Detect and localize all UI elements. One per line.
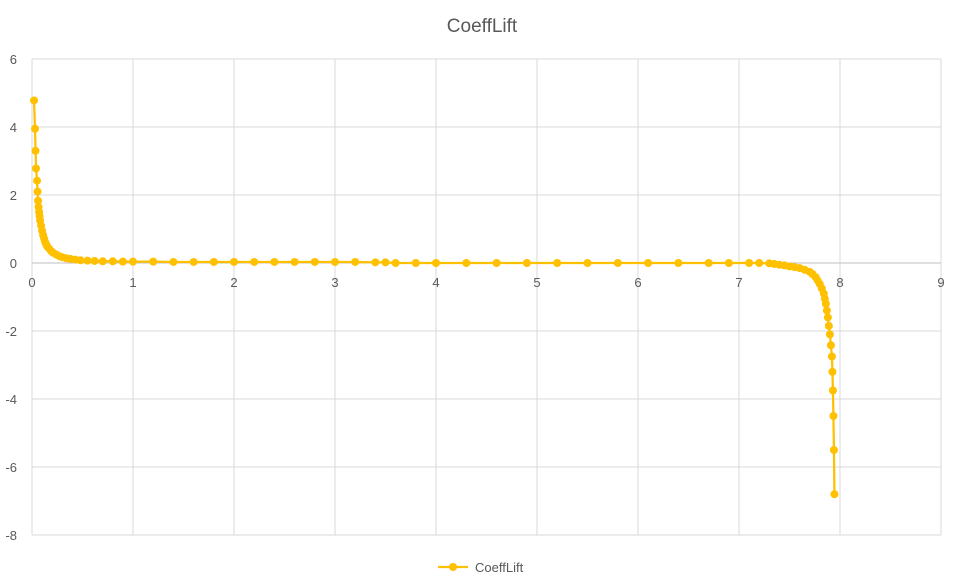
data-point [724,259,733,267]
data-point [310,257,319,266]
data-point [98,257,107,266]
y-tick-label: 2 [10,188,17,203]
data-point [230,257,238,266]
data-point [830,490,839,499]
data-point [704,259,713,267]
x-tick-label: 6 [634,275,641,290]
series-layer [30,96,839,499]
y-tick-label: -4 [5,392,17,407]
data-point [31,124,40,133]
data-point [34,196,43,205]
data-point [351,257,360,266]
grid-layer [31,58,942,536]
data-point [821,299,830,308]
y-tick-label: 0 [10,256,17,271]
data-point [829,412,838,420]
data-point [33,176,42,185]
data-point [644,259,653,267]
data-point [149,257,158,266]
data-point [583,259,592,267]
x-tick-label: 4 [432,275,439,290]
data-point [828,367,837,376]
legend-point-marker [449,563,457,571]
data-point [745,259,754,267]
data-point [462,259,471,267]
data-point [825,330,834,339]
data-point [613,259,622,267]
data-point [823,313,832,322]
data-point [209,257,218,266]
data-point [824,321,833,330]
data-point [76,256,85,265]
data-point [492,259,501,267]
data-point [290,257,299,266]
data-point [371,258,380,267]
data-point [381,258,390,267]
y-tick-label: -6 [5,460,17,475]
x-tick-label: 9 [937,275,944,290]
data-point [31,146,40,155]
y-tick-label: 6 [10,52,17,67]
data-point [828,386,837,395]
chart-title: CoeffLift [447,16,518,37]
data-point [411,259,420,267]
legend-label: CoeffLift [475,560,524,575]
data-point [331,257,339,266]
data-point [83,256,92,265]
data-point [90,256,99,265]
data-point [33,187,42,196]
data-point [30,96,39,105]
x-tick-label: 1 [129,275,136,290]
data-point [522,259,531,267]
data-point [432,259,440,267]
data-point [829,446,838,454]
data-point [129,257,137,266]
data-point [32,164,41,173]
x-tick-label: 3 [331,275,338,290]
data-point [755,259,764,267]
x-tick-label: 5 [533,275,540,290]
data-point [553,259,562,267]
data-point [189,257,198,266]
x-tick-label: 7 [735,275,742,290]
data-point [827,352,836,361]
data-point [118,257,127,266]
series-line [32,100,836,495]
data-point [169,257,178,266]
tick-labels: 0 1 2 3 4 5 6 7 8 9 6 4 2 0 -2 -4 -6 -8 [5,52,944,543]
legend: CoeffLift [438,560,524,575]
x-tick-label: 8 [836,275,843,290]
x-tick-label: 0 [28,275,35,290]
data-point [270,257,279,266]
data-point [822,306,831,315]
data-point [250,257,259,266]
x-tick-label: 2 [230,275,237,290]
data-point [391,259,400,267]
data-point [108,257,117,266]
y-tick-label: -2 [5,324,17,339]
y-tick-label: 4 [10,120,17,135]
data-point [826,341,835,350]
data-point [674,259,683,267]
y-tick-label: -8 [5,528,17,543]
